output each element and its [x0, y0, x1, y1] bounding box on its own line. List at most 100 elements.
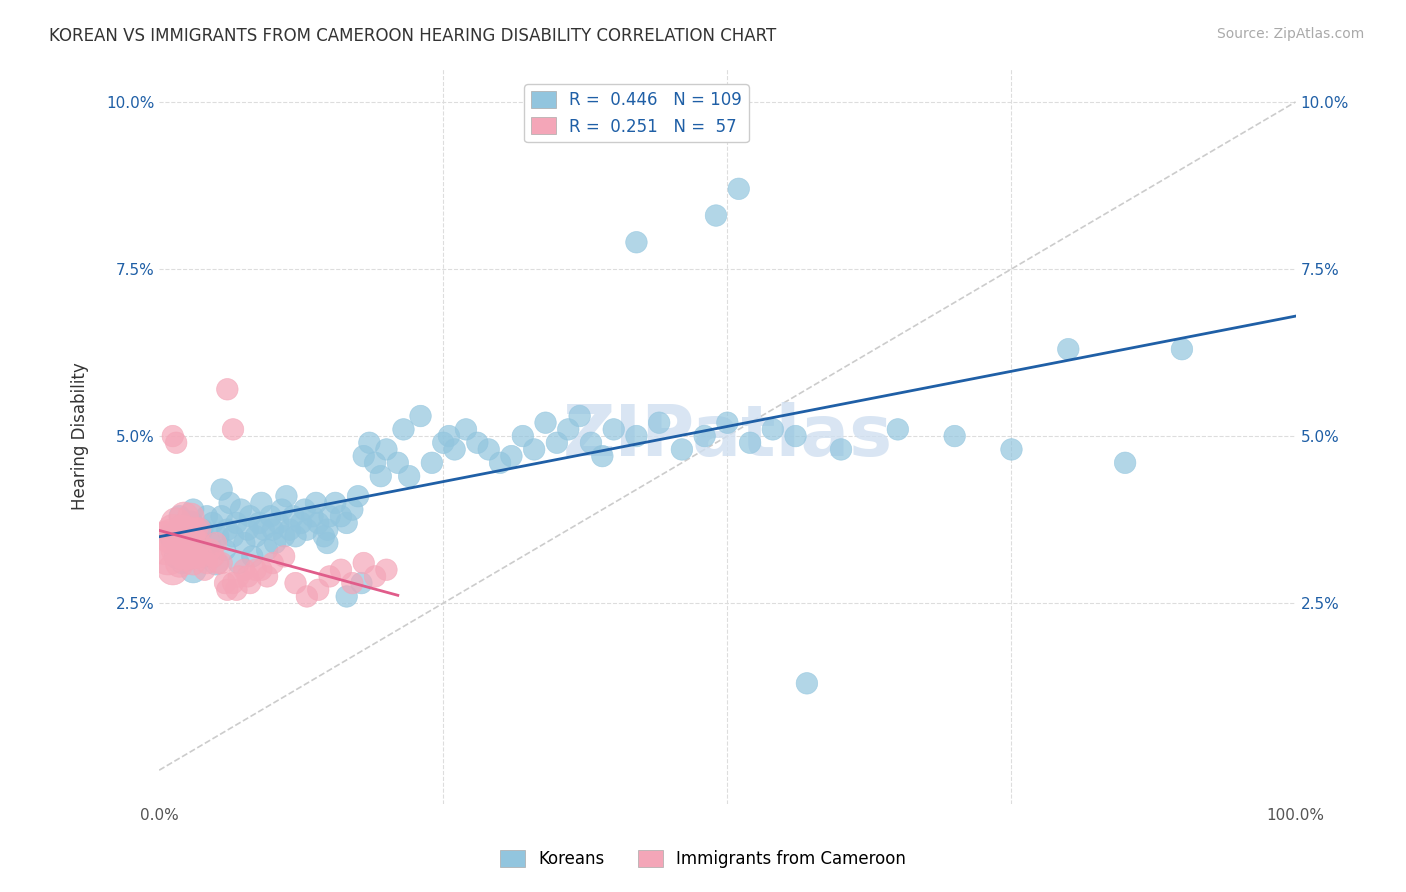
Point — [312, 529, 335, 543]
Point — [546, 435, 568, 450]
Point — [245, 529, 267, 543]
Point — [247, 516, 270, 530]
Point — [170, 556, 193, 570]
Point — [716, 416, 738, 430]
Point — [250, 563, 273, 577]
Point — [283, 509, 305, 524]
Point — [176, 536, 198, 550]
Point — [1000, 442, 1022, 457]
Point — [648, 416, 671, 430]
Point — [211, 509, 233, 524]
Point — [222, 422, 245, 436]
Point — [1057, 342, 1080, 356]
Point — [181, 529, 204, 543]
Point — [693, 429, 716, 443]
Point — [1171, 342, 1194, 356]
Point — [165, 516, 187, 530]
Point — [218, 496, 240, 510]
Point — [420, 456, 443, 470]
Point — [165, 549, 187, 564]
Point — [276, 489, 298, 503]
Point — [409, 409, 432, 423]
Point — [195, 556, 218, 570]
Point — [284, 529, 307, 543]
Point — [211, 483, 233, 497]
Point — [259, 509, 281, 524]
Point — [187, 536, 209, 550]
Point — [330, 509, 353, 524]
Legend: R =  0.446   N = 109, R =  0.251   N =  57: R = 0.446 N = 109, R = 0.251 N = 57 — [524, 84, 748, 142]
Point — [290, 516, 312, 530]
Point — [626, 429, 648, 443]
Point — [591, 449, 613, 463]
Point — [201, 516, 224, 530]
Point — [176, 536, 198, 550]
Point — [217, 382, 239, 396]
Point — [364, 456, 387, 470]
Point — [253, 523, 276, 537]
Point — [336, 516, 359, 530]
Text: KOREAN VS IMMIGRANTS FROM CAMEROON HEARING DISABILITY CORRELATION CHART: KOREAN VS IMMIGRANTS FROM CAMEROON HEARI… — [49, 27, 776, 45]
Point — [443, 442, 465, 457]
Point — [159, 529, 181, 543]
Point — [165, 435, 187, 450]
Text: Source: ZipAtlas.com: Source: ZipAtlas.com — [1216, 27, 1364, 41]
Point — [264, 536, 287, 550]
Point — [217, 582, 239, 597]
Point — [370, 469, 392, 483]
Point — [180, 516, 202, 530]
Point — [165, 542, 187, 557]
Point — [454, 422, 477, 436]
Point — [392, 422, 415, 436]
Point — [671, 442, 693, 457]
Point — [173, 549, 195, 564]
Point — [162, 563, 184, 577]
Point — [501, 449, 523, 463]
Point — [194, 563, 217, 577]
Point — [222, 576, 245, 591]
Point — [173, 523, 195, 537]
Point — [187, 523, 209, 537]
Point — [162, 523, 184, 537]
Point — [225, 516, 247, 530]
Point — [153, 536, 176, 550]
Point — [211, 556, 233, 570]
Point — [262, 523, 284, 537]
Point — [489, 456, 512, 470]
Point — [184, 549, 207, 564]
Point — [316, 523, 339, 537]
Point — [887, 422, 910, 436]
Point — [228, 556, 250, 570]
Point — [194, 549, 217, 564]
Point — [205, 536, 228, 550]
Point — [278, 523, 301, 537]
Point — [207, 529, 229, 543]
Point — [943, 429, 966, 443]
Point — [236, 569, 259, 583]
Point — [353, 449, 375, 463]
Point — [169, 556, 191, 570]
Point — [207, 556, 229, 570]
Point — [336, 590, 359, 604]
Point — [239, 509, 262, 524]
Point — [162, 429, 184, 443]
Point — [205, 556, 228, 570]
Point — [250, 496, 273, 510]
Point — [169, 509, 191, 524]
Point — [202, 549, 225, 564]
Point — [353, 556, 375, 570]
Point — [262, 556, 284, 570]
Point — [256, 542, 278, 557]
Point — [295, 523, 318, 537]
Point — [307, 582, 329, 597]
Point — [173, 509, 195, 524]
Point — [240, 549, 263, 564]
Point — [187, 529, 209, 543]
Point — [176, 523, 198, 537]
Point — [195, 509, 218, 524]
Point — [330, 563, 353, 577]
Point — [796, 676, 818, 690]
Point — [295, 590, 318, 604]
Point — [191, 523, 214, 537]
Point — [785, 429, 807, 443]
